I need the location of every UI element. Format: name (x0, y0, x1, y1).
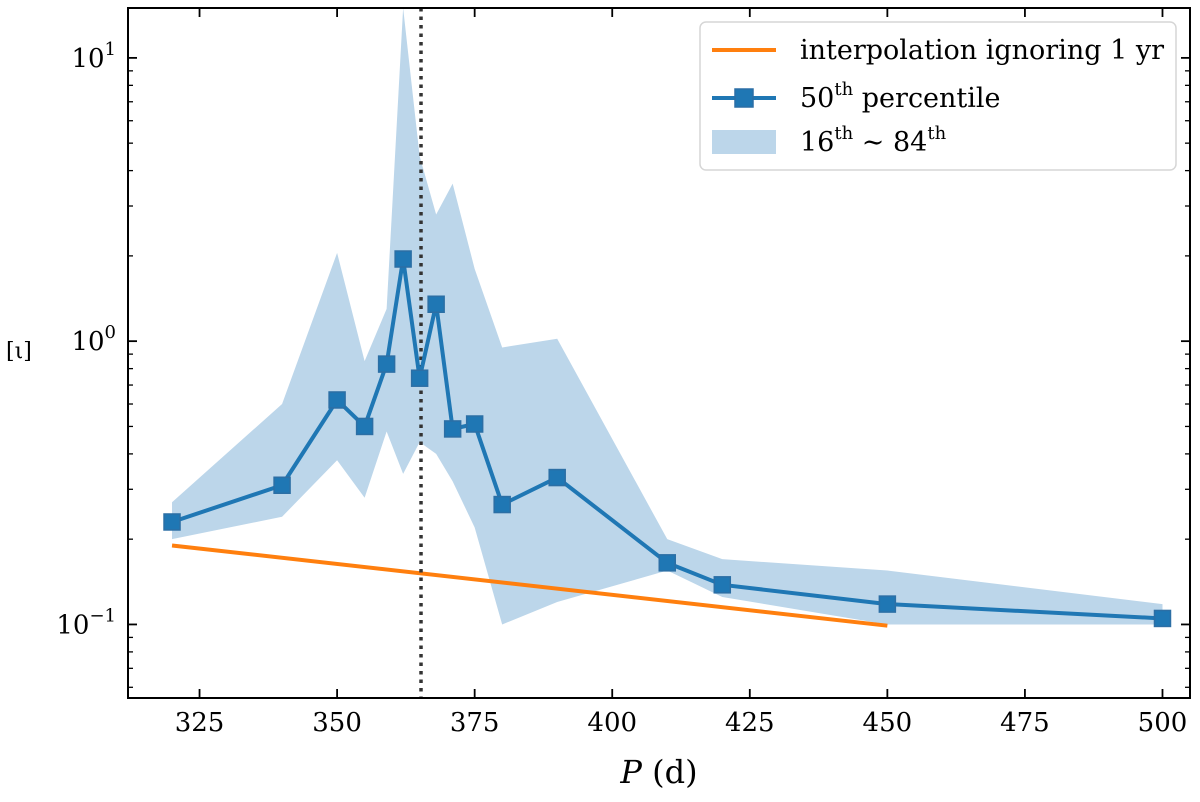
interpolation-line (171, 543, 888, 628)
y-tick-label: 10−1 (56, 605, 116, 640)
y-tick-label: 101 (71, 39, 116, 74)
legend-label: 50th percentile (800, 79, 1001, 114)
x-tick-label: 350 (312, 708, 362, 738)
median-marker (878, 595, 897, 613)
median-marker (658, 554, 677, 572)
y-axis: 10−1 100 101 (56, 39, 1190, 688)
median-line (171, 257, 1163, 621)
x-tick-label: 475 (1000, 708, 1050, 738)
median-marker (443, 420, 462, 438)
x-tick-label: 375 (450, 708, 500, 738)
y-tick-label: 100 (71, 322, 116, 357)
x-tick-label: 425 (725, 708, 775, 738)
median-marker (1153, 609, 1172, 628)
legend-swatch-median-marker (734, 88, 754, 108)
median-marker (410, 369, 429, 387)
axes-frame (127, 7, 1191, 699)
x-tick-label: 450 (863, 708, 913, 738)
median-marker (713, 576, 732, 594)
legend-label: 16th ∼ 84th (800, 123, 947, 158)
y-axis-title: [ι] (6, 339, 32, 364)
median-marker (394, 250, 412, 268)
x-tick-label: 500 (1138, 708, 1188, 738)
median-marker (163, 513, 181, 531)
median-marker (328, 391, 346, 409)
legend-label: interpolation ignoring 1 yr (800, 35, 1164, 66)
median-marker (377, 355, 396, 373)
median-marker (427, 295, 445, 313)
legend: interpolation ignoring 1 yr 50th percenti… (699, 21, 1177, 171)
median-marker (493, 495, 511, 514)
x-tick-label: 325 (175, 708, 225, 738)
x-axis-title: P (d) (619, 753, 697, 791)
legend-swatch-band (712, 130, 776, 154)
legend-box (699, 21, 1177, 171)
x-axis: 325 350 375 400 425 450 475 500 (175, 8, 1188, 738)
x-tick-label: 400 (587, 708, 637, 738)
median-marker (355, 417, 374, 436)
plot-area (163, 8, 1172, 698)
median-marker (273, 476, 291, 495)
median-marker (548, 468, 566, 487)
median-marker (465, 415, 484, 433)
